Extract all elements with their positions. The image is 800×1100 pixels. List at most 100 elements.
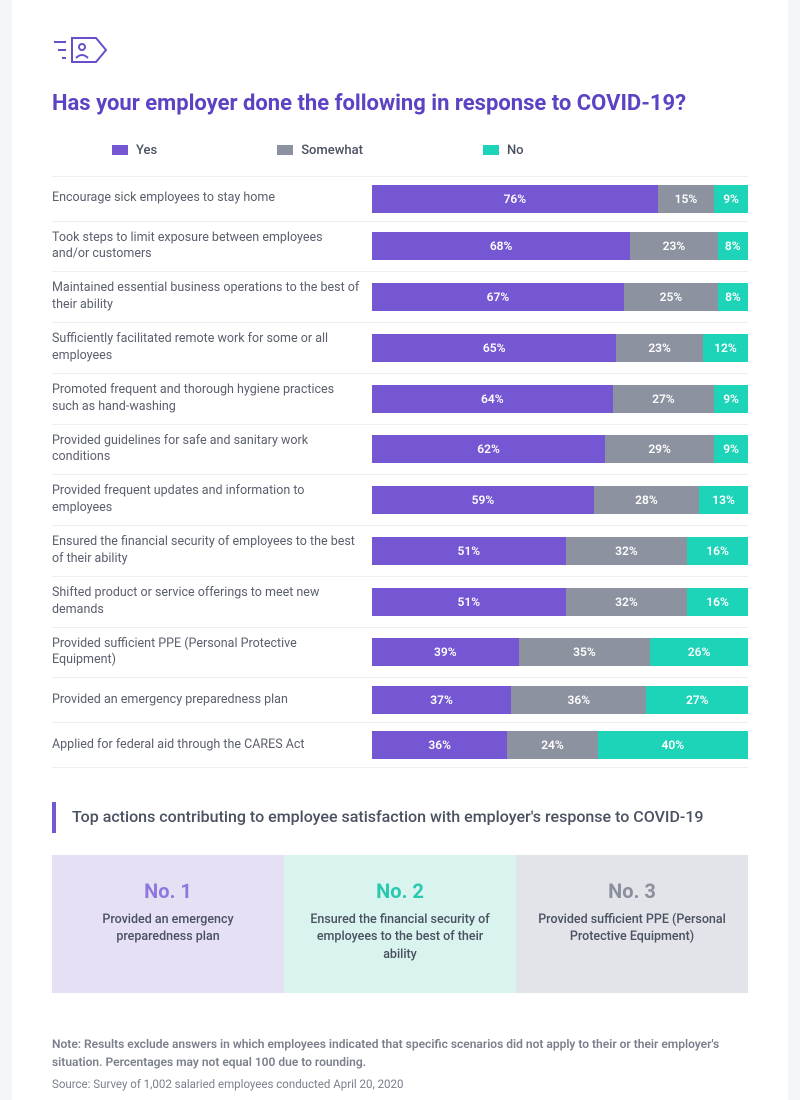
card-rank: No. 3 — [532, 879, 732, 903]
bar-segment-no: 16% — [687, 588, 748, 616]
bar-segment-no: 9% — [714, 185, 748, 213]
bar-segment-somewhat: 28% — [594, 486, 699, 514]
bar-segment-yes: 59% — [372, 486, 594, 514]
legend-label-somewhat: Somewhat — [301, 143, 363, 158]
bar-segment-no: 8% — [718, 232, 748, 260]
page-title: Has your employer done the following in … — [52, 90, 748, 119]
swatch-somewhat — [277, 145, 293, 155]
top-action-card-1: No. 1 Provided an emergency preparedness… — [52, 855, 284, 994]
card-rank: No. 2 — [300, 879, 500, 903]
card-label: Ensured the financial security of employ… — [300, 911, 500, 964]
chart-row: Applied for federal aid through the CARE… — [52, 723, 748, 768]
row-label: Promoted frequent and thorough hygiene p… — [52, 382, 372, 416]
bar-segment-yes: 39% — [372, 638, 519, 666]
row-label: Maintained essential business operations… — [52, 280, 372, 314]
chart-row: Sufficiently facilitated remote work for… — [52, 323, 748, 374]
footnote: Note: Results exclude answers in which e… — [52, 1035, 748, 1071]
swatch-no — [483, 145, 499, 155]
row-label: Ensured the financial security of employ… — [52, 534, 372, 568]
bar-segment-somewhat: 23% — [616, 334, 702, 362]
card-label: Provided sufficient PPE (Personal Protec… — [532, 911, 732, 946]
swatch-yes — [112, 145, 128, 155]
bar-segment-no: 13% — [699, 486, 748, 514]
callout-heading: Top actions contributing to employee sat… — [52, 802, 748, 832]
row-bar: 62%29%9% — [372, 435, 748, 463]
bar-segment-yes: 51% — [372, 588, 566, 616]
row-bar: 76%15%9% — [372, 185, 748, 213]
chart-row: Promoted frequent and thorough hygiene p… — [52, 374, 748, 425]
row-bar: 37%36%27% — [372, 686, 748, 714]
row-bar: 36%24%40% — [372, 731, 748, 759]
bar-segment-yes: 67% — [372, 283, 624, 311]
stacked-bar-chart: Encourage sick employees to stay home76%… — [52, 176, 748, 769]
card-rank: No. 1 — [68, 879, 268, 903]
header-icon — [52, 32, 748, 72]
bar-segment-somewhat: 15% — [658, 185, 714, 213]
chart-row: Ensured the financial security of employ… — [52, 526, 748, 577]
chart-row: Maintained essential business operations… — [52, 272, 748, 323]
bar-segment-somewhat: 32% — [566, 588, 688, 616]
top-action-card-2: No. 2 Ensured the financial security of … — [284, 855, 516, 994]
bar-segment-yes: 51% — [372, 537, 566, 565]
legend-label-no: No — [507, 143, 524, 158]
row-label: Sufficiently facilitated remote work for… — [52, 331, 372, 365]
bar-segment-no: 27% — [646, 686, 748, 714]
bar-segment-yes: 64% — [372, 385, 613, 413]
top-actions-cards: No. 1 Provided an emergency preparedness… — [52, 855, 748, 994]
legend-somewhat: Somewhat — [277, 143, 363, 158]
row-label: Provided frequent updates and informatio… — [52, 483, 372, 517]
row-bar: 39%35%26% — [372, 638, 748, 666]
bar-segment-no: 9% — [714, 385, 748, 413]
bar-segment-yes: 36% — [372, 731, 507, 759]
tag-person-icon — [52, 32, 112, 68]
legend-no: No — [483, 143, 524, 158]
row-bar: 51%32%16% — [372, 588, 748, 616]
bar-segment-somewhat: 35% — [519, 638, 651, 666]
chart-row: Took steps to limit exposure between emp… — [52, 222, 748, 273]
bar-segment-somewhat: 27% — [613, 385, 715, 413]
row-label: Took steps to limit exposure between emp… — [52, 230, 372, 264]
row-label: Provided guidelines for safe and sanitar… — [52, 433, 372, 467]
bar-segment-yes: 65% — [372, 334, 616, 362]
chart-row: Provided sufficient PPE (Personal Protec… — [52, 628, 748, 679]
bar-segment-somewhat: 23% — [630, 232, 717, 260]
bar-segment-no: 9% — [714, 435, 748, 463]
bar-segment-somewhat: 32% — [566, 537, 688, 565]
bar-segment-yes: 68% — [372, 232, 630, 260]
bar-segment-yes: 76% — [372, 185, 658, 213]
chart-row: Provided an emergency preparedness plan3… — [52, 678, 748, 723]
row-bar: 67%25%8% — [372, 283, 748, 311]
card-label: Provided an emergency preparedness plan — [68, 911, 268, 946]
row-label: Provided an emergency preparedness plan — [52, 692, 372, 709]
bar-segment-no: 26% — [650, 638, 748, 666]
row-label: Provided sufficient PPE (Personal Protec… — [52, 636, 372, 670]
bar-segment-no: 12% — [703, 334, 748, 362]
row-bar: 51%32%16% — [372, 537, 748, 565]
bar-segment-no: 40% — [598, 731, 748, 759]
bar-segment-somewhat: 36% — [511, 686, 646, 714]
row-label: Encourage sick employees to stay home — [52, 190, 372, 207]
row-bar: 64%27%9% — [372, 385, 748, 413]
bar-segment-somewhat: 29% — [605, 435, 714, 463]
infographic-container: Has your employer done the following in … — [12, 0, 788, 1100]
legend: Yes Somewhat No — [52, 143, 748, 158]
row-bar: 68%23%8% — [372, 232, 748, 260]
chart-row: Provided guidelines for safe and sanitar… — [52, 425, 748, 476]
source-text: Source: Survey of 1,002 salaried employe… — [52, 1077, 748, 1091]
legend-label-yes: Yes — [136, 143, 157, 158]
top-action-card-3: No. 3 Provided sufficient PPE (Personal … — [516, 855, 748, 994]
row-label: Applied for federal aid through the CARE… — [52, 737, 372, 754]
legend-yes: Yes — [112, 143, 157, 158]
bar-segment-yes: 62% — [372, 435, 605, 463]
chart-row: Provided frequent updates and informatio… — [52, 475, 748, 526]
chart-row: Encourage sick employees to stay home76%… — [52, 176, 748, 222]
row-bar: 59%28%13% — [372, 486, 748, 514]
bar-segment-yes: 37% — [372, 686, 511, 714]
bar-segment-somewhat: 24% — [507, 731, 597, 759]
row-bar: 65%23%12% — [372, 334, 748, 362]
bar-segment-no: 8% — [718, 283, 748, 311]
bar-segment-no: 16% — [687, 537, 748, 565]
row-label: Shifted product or service offerings to … — [52, 585, 372, 619]
bar-segment-somewhat: 25% — [624, 283, 718, 311]
chart-row: Shifted product or service offerings to … — [52, 577, 748, 628]
